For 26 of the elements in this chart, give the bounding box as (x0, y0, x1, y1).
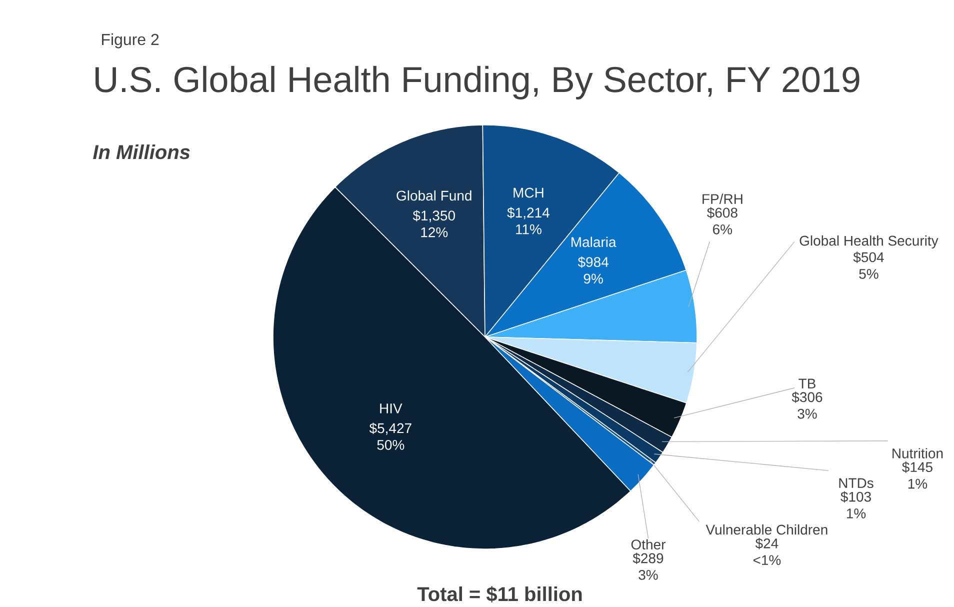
data-label: $504 5% (853, 252, 884, 279)
data-label: $1,350 12% (412, 210, 455, 238)
slice-label: NTDs (839, 478, 874, 488)
slice-label: FP/RH (702, 194, 742, 204)
chart-title: U.S. Global Health Funding, By Sector, FY 2019 (96, 66, 860, 100)
data-label: $984 9% (578, 256, 608, 284)
data-label: $1,214 11% (507, 207, 550, 234)
slice-label: Vulnerable Children (706, 524, 828, 535)
data-label: $306 3% (792, 392, 822, 419)
data-label: $289 3% (632, 552, 664, 580)
text: Total = $11 billion (417, 586, 582, 602)
slice-label: Nutrition (892, 448, 943, 458)
text: In Millions (93, 144, 190, 160)
slice-label: Global Health Security (800, 235, 938, 248)
data-label: $103 1% (840, 491, 871, 518)
slice-label: Global Fund (396, 190, 472, 201)
data-label: $24 <1% (753, 538, 781, 565)
slice-label: TB (798, 378, 816, 388)
slice-label: Other (631, 539, 666, 550)
data-label: $5,427 50% (369, 422, 412, 450)
data-label: $608 6% (707, 207, 738, 234)
slice-label: HIV (380, 404, 402, 414)
slice-label: Malaria (572, 236, 616, 248)
slice-label: MCH (514, 188, 544, 198)
data-label: $145 1% (902, 462, 932, 489)
caption: Figure 2 (102, 33, 159, 48)
